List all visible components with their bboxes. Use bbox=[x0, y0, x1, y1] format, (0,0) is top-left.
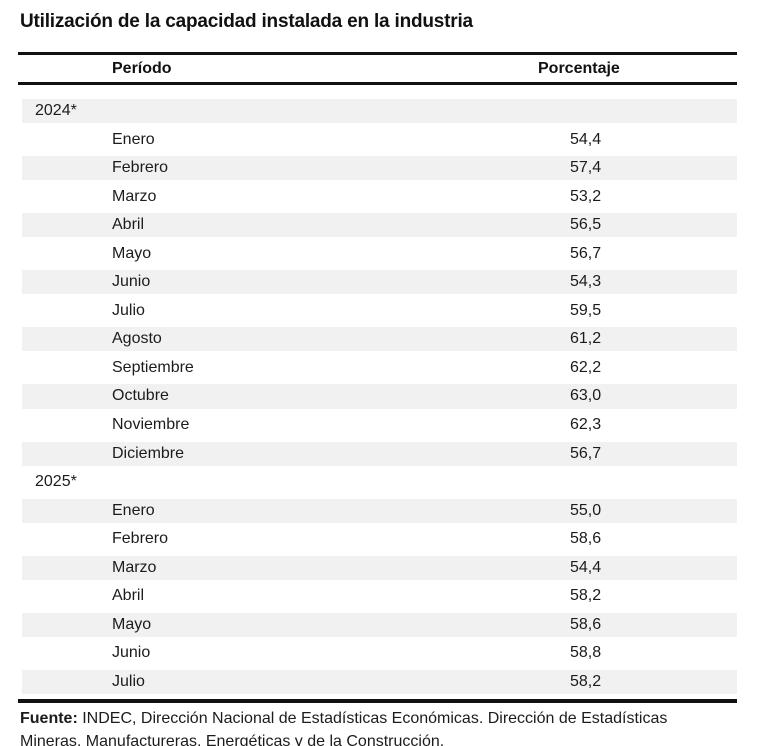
percentage-cell: 59,5 bbox=[570, 301, 602, 319]
page-title: Utilización de la capacidad instalada en… bbox=[20, 11, 473, 32]
table-bottom-rule bbox=[18, 699, 737, 703]
period-cell: Octubre bbox=[112, 387, 169, 405]
percentage-cell: 54,4 bbox=[570, 130, 602, 148]
column-header-period: Período bbox=[112, 60, 172, 77]
percentage-cell: 54,3 bbox=[570, 273, 602, 291]
table-header-row: Período Porcentaje bbox=[18, 55, 737, 82]
percentage-cell: 55,0 bbox=[570, 501, 602, 519]
percentage-cell: 58,2 bbox=[570, 587, 602, 605]
percentage-cell: 54,4 bbox=[570, 558, 602, 576]
year-row: 2025* bbox=[18, 468, 737, 497]
percentage-cell: 56,7 bbox=[570, 244, 602, 262]
table-row: Septiembre 62,2 bbox=[18, 354, 737, 383]
table-row: Mayo 58,6 bbox=[18, 611, 737, 640]
table-row: Enero 54,4 bbox=[18, 126, 737, 155]
percentage-cell: 56,5 bbox=[570, 216, 602, 234]
table-row: Junio 58,8 bbox=[18, 639, 737, 668]
source-label: Fuente: bbox=[20, 710, 78, 727]
period-cell: 2024* bbox=[35, 102, 77, 119]
table-row: Noviembre 62,3 bbox=[18, 411, 737, 440]
table-row: Marzo 54,4 bbox=[18, 554, 737, 583]
period-cell: Abril bbox=[112, 587, 145, 605]
percentage-cell: 53,2 bbox=[570, 187, 602, 205]
period-cell: Junio bbox=[112, 273, 151, 291]
table-row: Abril 56,5 bbox=[18, 211, 737, 240]
period-cell: Noviembre bbox=[112, 416, 190, 434]
percentage-cell: 57,4 bbox=[570, 159, 602, 177]
table-row: Agosto 61,2 bbox=[18, 325, 737, 354]
percentage-cell: 56,7 bbox=[570, 444, 602, 462]
period-cell: Febrero bbox=[112, 159, 169, 177]
percentage-cell: 61,2 bbox=[570, 330, 602, 348]
period-cell: 2025* bbox=[35, 473, 77, 491]
source-text-line2: Mineras, Manufactureras, Energéticas y d… bbox=[20, 732, 445, 746]
period-cell: Agosto bbox=[112, 330, 162, 348]
table-header-rule bbox=[18, 82, 737, 85]
period-cell: Junio bbox=[112, 644, 151, 662]
percentage-cell: 58,8 bbox=[570, 644, 602, 662]
table-row: Diciembre 56,7 bbox=[18, 440, 737, 469]
period-cell: Septiembre bbox=[112, 358, 194, 376]
table-row: Enero 55,0 bbox=[18, 497, 737, 526]
period-cell: Mayo bbox=[112, 244, 152, 262]
table-row: Febrero 57,4 bbox=[18, 154, 737, 183]
table-row: Julio 59,5 bbox=[18, 297, 737, 326]
period-cell: Julio bbox=[112, 672, 145, 690]
table-rows: 2024* Enero 54,4 Febrero 57,4 Marzo 53,2 Abril 5… bbox=[18, 97, 737, 696]
period-cell: Mayo bbox=[112, 615, 152, 633]
table-row: Junio 54,3 bbox=[18, 268, 737, 297]
source-note: Fuente: INDEC, Dirección Nacional de Est… bbox=[20, 708, 746, 746]
table-row: Febrero 58,6 bbox=[18, 525, 737, 554]
period-cell: Enero bbox=[112, 130, 155, 148]
percentage-cell: 58,2 bbox=[570, 672, 602, 690]
percentage-cell: 63,0 bbox=[570, 387, 602, 405]
period-cell: Febrero bbox=[112, 530, 169, 548]
source-text-line1: INDEC, Dirección Nacional de Estadística… bbox=[77, 710, 668, 727]
year-row: 2024* bbox=[18, 97, 737, 126]
period-cell: Marzo bbox=[112, 187, 157, 205]
period-cell: Marzo bbox=[112, 558, 157, 576]
table-row: Marzo 53,2 bbox=[18, 183, 737, 212]
table-row: Mayo 56,7 bbox=[18, 240, 737, 269]
table-row: Octubre 63,0 bbox=[18, 382, 737, 411]
table-row: Abril 58,2 bbox=[18, 582, 737, 611]
percentage-cell: 58,6 bbox=[570, 615, 602, 633]
period-cell: Diciembre bbox=[112, 444, 185, 462]
table-top-rule bbox=[18, 52, 737, 55]
column-header-percentage: Porcentaje bbox=[538, 60, 620, 77]
period-cell: Abril bbox=[112, 216, 145, 234]
period-cell: Enero bbox=[112, 501, 155, 519]
table-row: Julio 58,2 bbox=[18, 668, 737, 697]
percentage-cell: 62,2 bbox=[570, 358, 602, 376]
percentage-cell: 58,6 bbox=[570, 530, 602, 548]
period-cell: Julio bbox=[112, 301, 145, 319]
percentage-cell: 62,3 bbox=[570, 416, 602, 434]
